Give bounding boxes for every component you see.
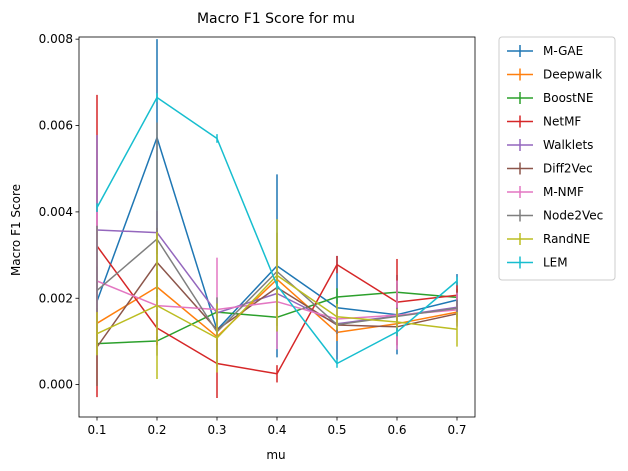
series-lem <box>96 93 458 368</box>
legend-item: Walklets <box>507 138 593 152</box>
legend-label: Deepwalk <box>543 68 602 82</box>
legend-item: Diff2Vec <box>507 162 593 176</box>
y-tick-label: 0.004 <box>39 205 73 219</box>
x-tick-label: 0.3 <box>207 423 226 437</box>
x-axis: 0.1 0.2 0.3 0.4 0.5 0.6 0.7 <box>87 417 467 437</box>
x-tick-label: 0.2 <box>147 423 166 437</box>
legend-item: M-GAE <box>507 44 583 58</box>
x-axis-label: mu <box>266 448 285 462</box>
x-tick-label: 0.5 <box>327 423 346 437</box>
legend-item: Deepwalk <box>507 68 602 82</box>
legend-item: Node2Vec <box>507 209 603 223</box>
legend-label: Walklets <box>543 138 593 152</box>
axes-frame <box>78 36 476 418</box>
legend-item: RandNE <box>507 232 590 246</box>
legend-label: NetMF <box>543 115 581 129</box>
legend-label: M-NMF <box>543 185 584 199</box>
y-tick-label: 0.002 <box>39 291 73 305</box>
legend-item: M-NMF <box>507 185 584 199</box>
y-axis-label: Macro F1 Score <box>9 184 23 276</box>
legend-label: RandNE <box>543 232 590 246</box>
legend-item: NetMF <box>507 115 581 129</box>
series-randne <box>96 219 458 379</box>
y-tick-label: 0.000 <box>39 378 73 392</box>
y-tick-label: 0.008 <box>39 32 73 46</box>
chart-title: Macro F1 Score for mu <box>197 11 355 27</box>
legend-item: BoostNE <box>507 91 593 105</box>
plot-area <box>96 39 458 398</box>
legend-label: Node2Vec <box>543 209 603 223</box>
legend-label: BoostNE <box>543 91 593 105</box>
y-tick-label: 0.006 <box>39 119 73 133</box>
y-axis: 0.000 0.002 0.004 0.006 0.008 <box>39 32 79 392</box>
series-line <box>96 96 458 365</box>
legend-label: LEM <box>543 256 568 270</box>
x-tick-label: 0.4 <box>267 423 286 437</box>
x-tick-label: 0.1 <box>87 423 106 437</box>
legend-label: Diff2Vec <box>543 162 593 176</box>
legend: M-GAE Deepwalk BoostNE NetMF Walklets Diff2Ve… <box>498 36 616 281</box>
legend-label: M-GAE <box>543 44 583 58</box>
x-tick-label: 0.7 <box>447 423 466 437</box>
legend-item: LEM <box>507 256 568 270</box>
x-tick-label: 0.6 <box>387 423 406 437</box>
series-line <box>96 274 458 339</box>
